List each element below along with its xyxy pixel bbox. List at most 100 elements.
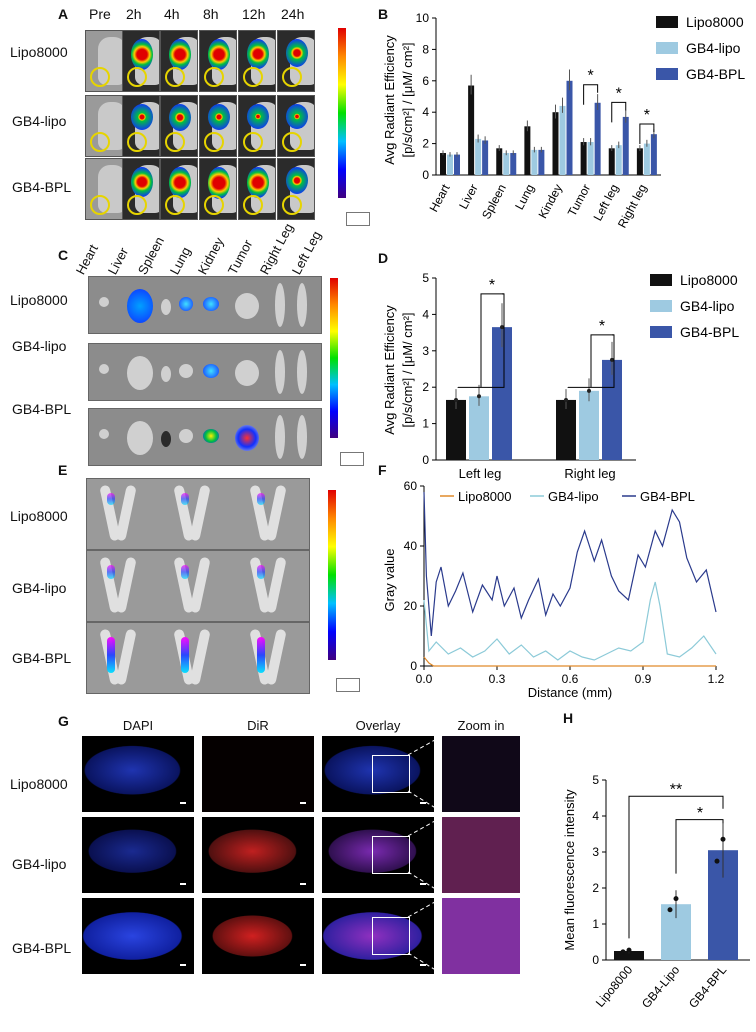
organ-shape	[275, 350, 285, 394]
organ-shape	[127, 289, 153, 323]
legend-swatch	[656, 42, 678, 54]
row-label-gb4-lipo: GB4-lipo	[12, 113, 67, 129]
mouse-image-tile	[160, 95, 198, 157]
legend-label: GB4-BPL	[686, 66, 745, 82]
significance-bracket	[639, 123, 655, 144]
e-row-label-lipo8000: Lipo8000	[10, 508, 68, 524]
bar-GB4-BPL	[650, 134, 657, 175]
microscopy-image	[442, 817, 520, 893]
significance-star: *	[489, 277, 495, 294]
c-row-label-gb4-bpl: GB4-BPL	[12, 401, 72, 417]
y-tick-label: 20	[404, 599, 418, 613]
y-axis-label: Mean fluorescence intensity	[562, 789, 577, 951]
tumor-ring	[243, 195, 263, 215]
bar-GB4-lipo	[587, 142, 594, 175]
mouse-image-tile	[199, 30, 237, 92]
g-row-label-gb4-bpl: GB4-BPL	[12, 940, 72, 956]
bar-Lipo8000	[552, 112, 559, 175]
chart-d: Avg Radiant Efficiency [p/s/cm²] / [μM/ c…	[382, 271, 739, 481]
tumor-ring	[165, 67, 185, 87]
significance-bracket	[611, 101, 627, 123]
mouse-image-tile	[160, 30, 198, 92]
x-tick-label: GB4-Lipo	[639, 963, 683, 1011]
organ-strip	[88, 408, 322, 466]
mouse-image-tile	[85, 158, 123, 220]
timepoint-label: 4h	[164, 6, 180, 22]
panel-label-d: D	[378, 250, 389, 266]
legend-label: Lipo8000	[686, 14, 744, 30]
microscopy-image	[82, 817, 194, 893]
scale-bar	[300, 883, 306, 885]
panel-label-f: F	[378, 462, 387, 478]
bar-GB4-BPL	[454, 154, 460, 175]
mouse-image-tile	[160, 158, 198, 220]
fluorescence-signal	[257, 565, 265, 579]
bar-Lipo8000	[614, 951, 644, 960]
row-label-gb4-bpl: GB4-BPL	[12, 179, 72, 195]
bar-GB4-lipo	[503, 153, 510, 175]
bar-GB4-BPL	[492, 327, 512, 460]
y-tick-label: 10	[416, 11, 430, 25]
tumor-ring	[243, 132, 263, 152]
leg-strip	[86, 478, 310, 550]
fluorescence-signal	[208, 167, 230, 199]
organ-shape	[275, 283, 285, 327]
bar-GB4-BPL	[538, 149, 545, 175]
data-point	[610, 357, 614, 362]
bar-GB4-BPL	[622, 116, 629, 175]
bar-GB4-lipo	[475, 138, 482, 175]
organ-shape	[297, 350, 307, 394]
bar-GB4-lipo	[643, 143, 650, 175]
fluorescence-signal	[286, 39, 308, 67]
tumor-ring	[282, 195, 302, 215]
data-point	[620, 949, 626, 955]
significance-star: *	[599, 318, 605, 335]
x-tick-label: Lipo8000	[593, 963, 636, 1010]
mouse-image-tile	[277, 95, 315, 157]
zoom-region-box	[372, 836, 410, 874]
fluorescence-signal	[169, 167, 191, 198]
organ-shape	[235, 425, 259, 451]
y-tick-label: 6	[422, 74, 429, 88]
y-tick-label: 4	[592, 809, 599, 823]
tumor-ring	[127, 132, 147, 152]
organ-shape	[203, 429, 219, 443]
fluorescence-signal	[131, 39, 153, 70]
panel-e-colorbar	[328, 490, 336, 660]
x-axis-label: Distance (mm)	[528, 685, 613, 700]
tumor-ring	[243, 67, 263, 87]
x-tick-label: 0.3	[489, 672, 506, 686]
y-axis-label-line1: Avg Radiant Efficiency	[382, 305, 397, 435]
legend-label: GB4-lipo	[548, 489, 599, 504]
bar-Lipo8000	[608, 148, 615, 175]
bar-GB4-lipo	[531, 149, 538, 175]
bar-GB4-lipo	[615, 145, 622, 175]
y-tick-label: 0	[422, 453, 429, 467]
organ-shape	[179, 297, 193, 311]
timepoint-label: 8h	[203, 6, 219, 22]
y-tick-label: 2	[422, 137, 429, 151]
tumor-ring	[90, 132, 110, 152]
y-tick-label: 2	[592, 881, 599, 895]
significance-bracket	[583, 84, 599, 105]
bar-Lipo8000	[580, 142, 587, 175]
y-tick-label: 1	[592, 917, 599, 931]
tumor-ring	[165, 195, 185, 215]
series-line-GB4-BPL	[423, 491, 717, 637]
e-row-label-gb4-lipo: GB4-lipo	[12, 580, 67, 596]
microscopy-column-title: Zoom in	[457, 718, 505, 733]
row-label-lipo8000: Lipo8000	[10, 44, 68, 60]
microscopy-column-title: DAPI	[122, 718, 154, 733]
bar-GB4-lipo	[447, 154, 453, 175]
zoom-region-box	[372, 755, 410, 793]
g-row-label-gb4-lipo: GB4-lipo	[12, 856, 67, 872]
bar-Lipo8000	[446, 399, 466, 460]
mouse-image-tile	[238, 95, 276, 157]
organ-shape	[161, 299, 171, 315]
c-row-label-lipo8000: Lipo8000	[10, 292, 68, 308]
organ-shape	[179, 429, 193, 443]
organ-shape	[99, 364, 109, 374]
data-point	[564, 397, 568, 402]
chart-b: Avg Radiant Efficiency [p/s/cm²] / [μM/ c…	[382, 11, 745, 230]
microscopy-image	[322, 736, 434, 812]
